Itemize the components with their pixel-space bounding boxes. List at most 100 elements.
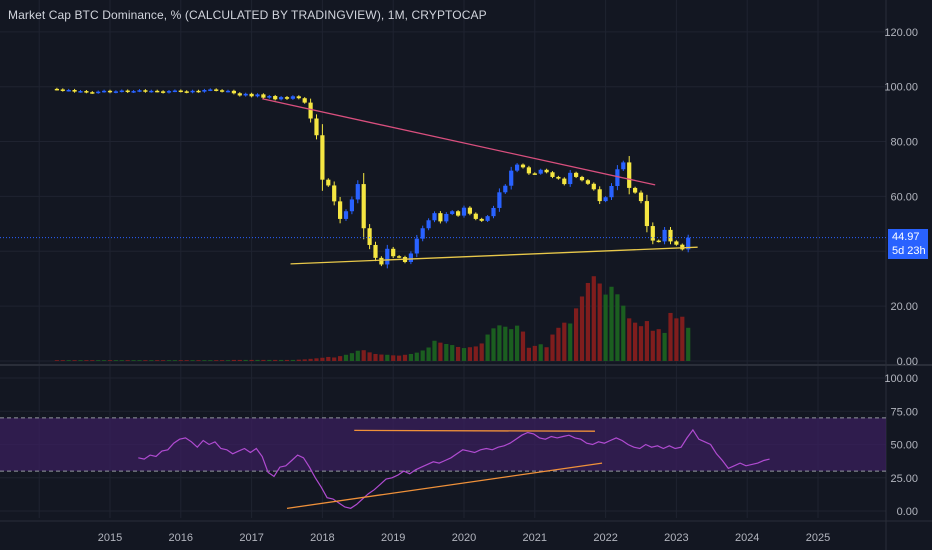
candle-body	[467, 207, 472, 214]
volume-bar	[243, 359, 248, 361]
candle-body	[78, 91, 83, 93]
candle-body	[609, 185, 614, 198]
volume-bar	[202, 360, 207, 361]
volume-bar	[674, 318, 679, 361]
volume-bar	[220, 360, 225, 361]
candle-body	[60, 89, 65, 91]
volume-bar	[426, 347, 431, 361]
candle-body	[432, 213, 437, 221]
price-tick-label: 60.00	[890, 191, 918, 203]
volume-bar	[467, 347, 472, 361]
candle-body	[349, 199, 354, 212]
candle-body	[585, 180, 590, 184]
rsi-tick-label: 25.00	[890, 473, 918, 485]
volume-bar	[343, 354, 349, 361]
volume-bar	[367, 352, 372, 361]
candle-body	[397, 256, 402, 258]
candle-body	[314, 118, 319, 136]
candle-body	[296, 96, 301, 99]
volume-bar	[137, 360, 142, 361]
volume-bar	[585, 282, 590, 361]
volume-bar	[550, 334, 555, 361]
candle-body	[131, 91, 136, 93]
volume-bar	[650, 330, 655, 361]
candle-body	[72, 89, 77, 92]
candle-body	[107, 90, 113, 93]
price-tick-label: 0.00	[897, 356, 918, 368]
candle-body	[391, 248, 396, 257]
bar-countdown: 5d 23h	[892, 245, 926, 257]
candle-body	[137, 90, 142, 92]
candle-body	[343, 211, 349, 219]
volume-bar	[479, 343, 484, 361]
volume-bar	[314, 358, 319, 361]
volume-bar	[90, 360, 95, 361]
volume-bar	[255, 359, 260, 361]
volume-bar	[161, 360, 166, 361]
candle-body	[208, 89, 213, 91]
candle-body	[373, 244, 378, 258]
time-tick-label: 2025	[806, 532, 830, 544]
candle-body	[414, 238, 419, 254]
candle-body	[644, 201, 649, 227]
time-tick-label: 2020	[452, 532, 476, 544]
candle-body	[161, 91, 166, 93]
candle-body	[597, 189, 602, 202]
volume-bar	[196, 360, 201, 361]
volume-bar	[349, 353, 354, 361]
volume-bar	[296, 359, 301, 361]
candle-body	[273, 96, 278, 100]
rsi-tick-label: 100.00	[884, 373, 918, 385]
price-tick-label: 80.00	[890, 137, 918, 149]
volume-bar	[644, 321, 649, 361]
volume-bar	[166, 360, 172, 361]
candle-body	[119, 90, 124, 93]
volume-bar	[72, 360, 77, 361]
candle-body	[66, 89, 71, 92]
candle-body	[308, 102, 313, 119]
volume-bar	[155, 360, 160, 361]
volume-bar	[556, 327, 561, 361]
volume-bar	[562, 322, 567, 361]
volume-bar	[279, 359, 284, 361]
candle-body	[615, 169, 620, 186]
time-tick-label: 2024	[735, 532, 759, 544]
volume-bar	[284, 359, 290, 361]
chart-title: Market Cap BTC Dominance, % (CALCULATED …	[8, 8, 487, 22]
volume-bar	[568, 323, 573, 361]
volume-bar	[355, 350, 360, 361]
candle-body	[113, 91, 118, 93]
volume-bar	[456, 346, 461, 361]
volume-bar	[603, 294, 608, 361]
candle-body	[302, 98, 307, 103]
volume-bar	[503, 326, 508, 361]
candle-body	[674, 241, 679, 245]
candle-body	[385, 248, 390, 265]
volume-bar	[686, 327, 691, 361]
volume-bar	[273, 359, 278, 361]
volume-bar	[107, 360, 113, 361]
time-tick-label: 2017	[239, 532, 263, 544]
volume-bar	[54, 360, 59, 361]
volume-bar	[509, 329, 514, 361]
candle-body	[202, 89, 207, 92]
candle-body	[603, 197, 608, 202]
time-tick-label: 2023	[664, 532, 688, 544]
candle-body	[591, 183, 596, 190]
volume-bar	[668, 312, 673, 361]
volume-bar	[249, 359, 254, 361]
volume-bar	[78, 360, 83, 361]
candle-body	[556, 176, 561, 179]
candle-body	[155, 90, 160, 93]
candle-body	[662, 229, 667, 242]
volume-bar	[60, 360, 65, 361]
candle-body	[196, 90, 201, 93]
candle-body	[231, 90, 236, 94]
volume-bar	[574, 308, 579, 361]
candle-body	[568, 172, 573, 185]
candle-body	[438, 213, 443, 222]
volume-bar	[96, 360, 101, 361]
time-tick-label: 2018	[310, 532, 334, 544]
time-tick-label: 2016	[169, 532, 193, 544]
rsi-line	[138, 428, 770, 509]
